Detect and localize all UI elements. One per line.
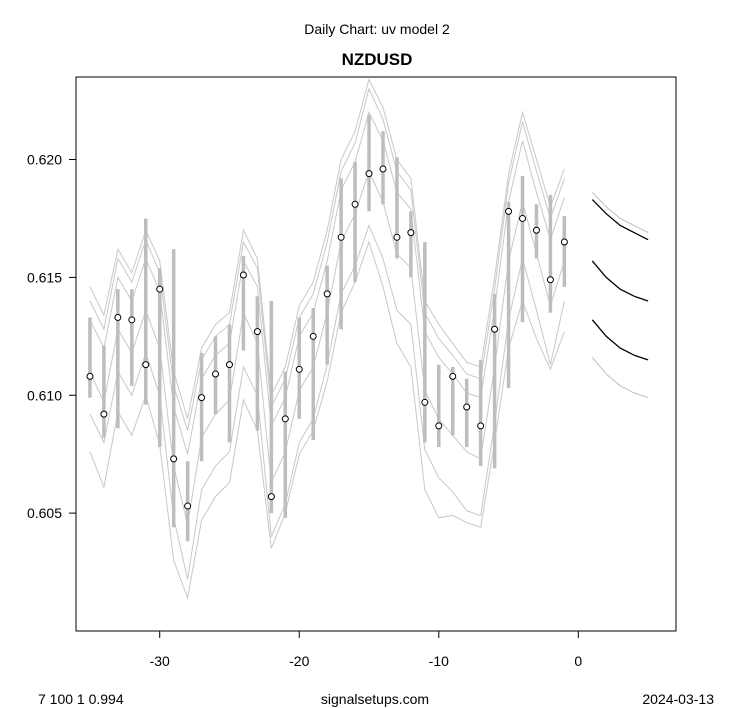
- y-tick-label: 0.605: [27, 505, 62, 521]
- x-tick-label: -30: [150, 653, 170, 669]
- axes: -30 -20 -10 0 0.605 0.610 0.615 0.620: [27, 152, 582, 669]
- close-point: [519, 214, 527, 222]
- close-point: [198, 394, 206, 402]
- x-tick-label: 0: [574, 653, 582, 669]
- close-point: [393, 233, 401, 241]
- footer-site: signalsetups.com: [321, 691, 429, 707]
- close-point: [156, 285, 164, 293]
- forecast-line-5: [591, 357, 649, 399]
- close-point: [365, 170, 373, 178]
- close-point: [253, 328, 261, 336]
- plot-area: [86, 77, 649, 600]
- chart-subtitle: Daily Chart: uv model 2: [304, 21, 450, 37]
- close-point: [114, 313, 122, 321]
- chart-title: NZDUSD: [342, 50, 413, 69]
- close-point: [170, 455, 178, 463]
- close-point: [142, 361, 150, 369]
- x-tick-label: -20: [289, 653, 309, 669]
- forecast-line-4: [591, 319, 649, 361]
- x-tick-label: -10: [429, 653, 449, 669]
- close-point: [281, 415, 289, 423]
- close-point: [505, 207, 513, 215]
- close-point: [435, 422, 443, 430]
- close-point: [184, 502, 192, 510]
- y-tick-label: 0.610: [27, 387, 62, 403]
- close-point: [100, 410, 108, 418]
- y-tick-label: 0.620: [27, 152, 62, 168]
- close-point: [323, 290, 331, 298]
- close-point: [295, 365, 303, 373]
- close-point: [86, 372, 94, 380]
- close-point: [351, 200, 359, 208]
- close-point: [239, 271, 247, 279]
- close-point: [491, 325, 499, 333]
- close-point: [212, 370, 220, 378]
- forecast-line-2: [591, 199, 649, 241]
- close-point: [546, 276, 554, 284]
- band-line-1: [89, 77, 565, 419]
- forecast-line-3: [591, 260, 649, 302]
- plot-frame: [75, 76, 677, 632]
- close-point: [477, 422, 485, 430]
- close-point: [128, 316, 136, 324]
- footer-params: 7 100 1 0.994: [38, 691, 124, 707]
- band-line-6: [89, 240, 565, 600]
- band-line-2: [89, 87, 565, 431]
- close-point: [309, 332, 317, 340]
- footer-date: 2024-03-13: [642, 691, 714, 707]
- close-point: [407, 229, 415, 237]
- close-point: [337, 233, 345, 241]
- close-point: [463, 403, 471, 411]
- y-tick-label: 0.615: [27, 269, 62, 285]
- close-point: [560, 238, 568, 246]
- forecast-line-1: [591, 192, 649, 234]
- close-point: [267, 493, 275, 501]
- close-point: [225, 361, 233, 369]
- close-point: [532, 226, 540, 234]
- band-line-3: [89, 111, 565, 455]
- close-point: [379, 165, 387, 173]
- close-point: [421, 398, 429, 406]
- close-point: [449, 372, 457, 380]
